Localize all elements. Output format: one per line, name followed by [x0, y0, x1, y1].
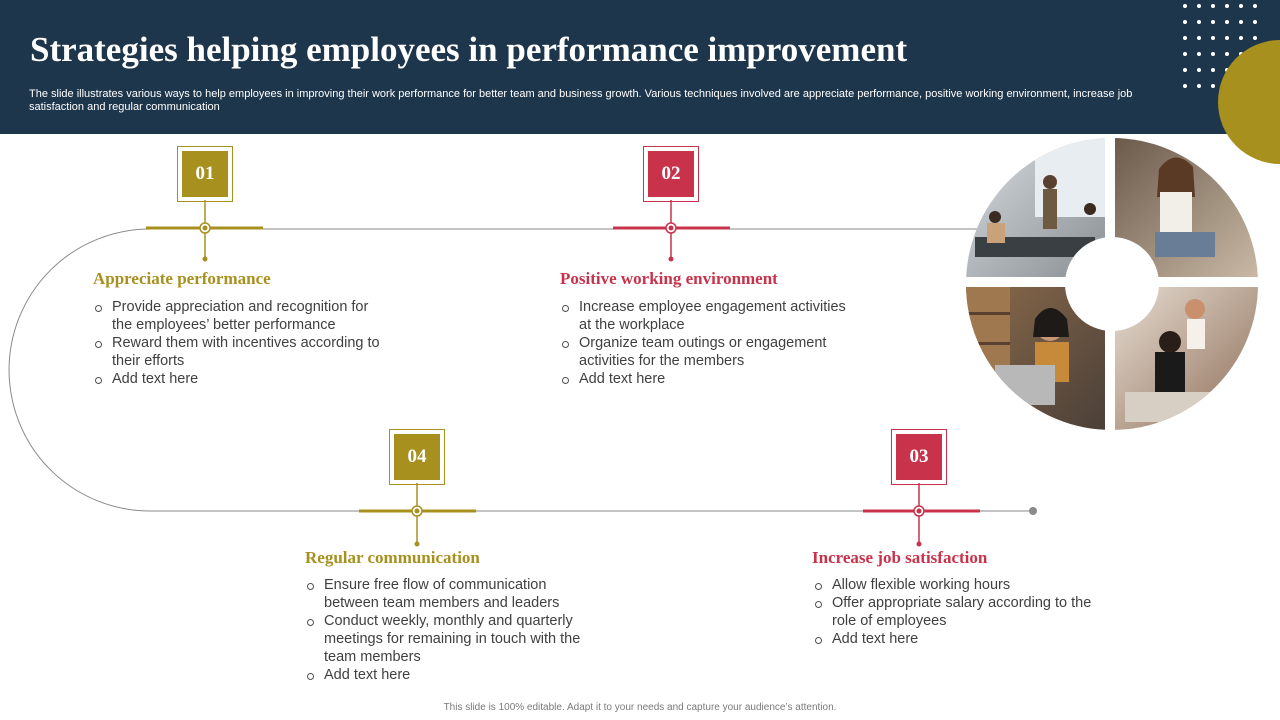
list-item: Provide appreciation and recognition for…: [94, 298, 384, 334]
step-02-number: 02: [648, 151, 694, 197]
step-03-bullets: Allow flexible working hours Offer appro…: [814, 576, 1104, 648]
list-item: Organize team outings or engagement acti…: [561, 334, 851, 370]
decorative-dot: [1183, 52, 1187, 56]
decorative-dot: [1197, 68, 1201, 72]
step-04-number: 04: [394, 434, 440, 480]
list-item: Reward them with incentives according to…: [94, 334, 384, 370]
list-item: Add text here: [814, 630, 1104, 648]
list-item: Add text here: [94, 370, 384, 388]
header-banner: Strategies helping employees in performa…: [0, 0, 1280, 134]
step-02-badge: 02: [643, 146, 699, 202]
page-subtitle: The slide illustrates various ways to he…: [29, 88, 1133, 113]
decorative-dot: [1211, 68, 1215, 72]
list-item: Conduct weekly, monthly and quarterly me…: [306, 612, 596, 666]
list-item: Allow flexible working hours: [814, 576, 1104, 594]
step-01-bullets: Provide appreciation and recognition for…: [94, 298, 384, 388]
step-03-title: Increase job satisfaction: [812, 548, 988, 567]
decorative-dot: [1239, 20, 1243, 24]
decorative-dot: [1197, 20, 1201, 24]
decorative-dot: [1253, 36, 1257, 40]
decorative-dot: [1253, 4, 1257, 8]
decorative-dot: [1183, 36, 1187, 40]
decorative-dot: [1239, 36, 1243, 40]
decorative-dot: [1225, 36, 1229, 40]
decorative-dot: [1225, 4, 1229, 8]
decorative-dot: [1183, 84, 1187, 88]
decorative-dot: [1197, 36, 1201, 40]
list-item: Add text here: [561, 370, 851, 388]
decorative-dot: [1197, 52, 1201, 56]
step-04-bullets: Ensure free flow of communication betwee…: [306, 576, 596, 684]
decorative-dot: [1239, 4, 1243, 8]
step-01-title: Appreciate performance: [93, 269, 271, 288]
step-01-number: 01: [182, 151, 228, 197]
decorative-dot: [1253, 20, 1257, 24]
step-04-title: Regular communication: [305, 548, 480, 567]
decorative-dot: [1211, 84, 1215, 88]
step-03-number: 03: [896, 434, 942, 480]
photo-collage: [965, 137, 1260, 432]
step-03-badge: 03: [891, 429, 947, 485]
step-01-badge: 01: [177, 146, 233, 202]
decorative-dot: [1211, 4, 1215, 8]
decorative-dot: [1197, 4, 1201, 8]
decorative-dot: [1211, 20, 1215, 24]
decorative-dot: [1225, 20, 1229, 24]
step-02-bullets: Increase employee engagement activities …: [561, 298, 851, 388]
decorative-dot: [1225, 52, 1229, 56]
list-item: Increase employee engagement activities …: [561, 298, 851, 334]
decorative-dot: [1183, 4, 1187, 8]
step-02-title: Positive working environment: [560, 269, 778, 288]
decorative-dot: [1211, 52, 1215, 56]
decorative-dot: [1211, 36, 1215, 40]
decorative-dot: [1183, 68, 1187, 72]
list-item: Ensure free flow of communication betwee…: [306, 576, 596, 612]
list-item: Offer appropriate salary according to th…: [814, 594, 1104, 630]
decorative-dot: [1197, 84, 1201, 88]
page-title: Strategies helping employees in performa…: [30, 30, 908, 69]
list-item: Add text here: [306, 666, 596, 684]
footer-note: This slide is 100% editable. Adapt it to…: [443, 702, 837, 713]
step-04-badge: 04: [389, 429, 445, 485]
decorative-dot: [1183, 20, 1187, 24]
